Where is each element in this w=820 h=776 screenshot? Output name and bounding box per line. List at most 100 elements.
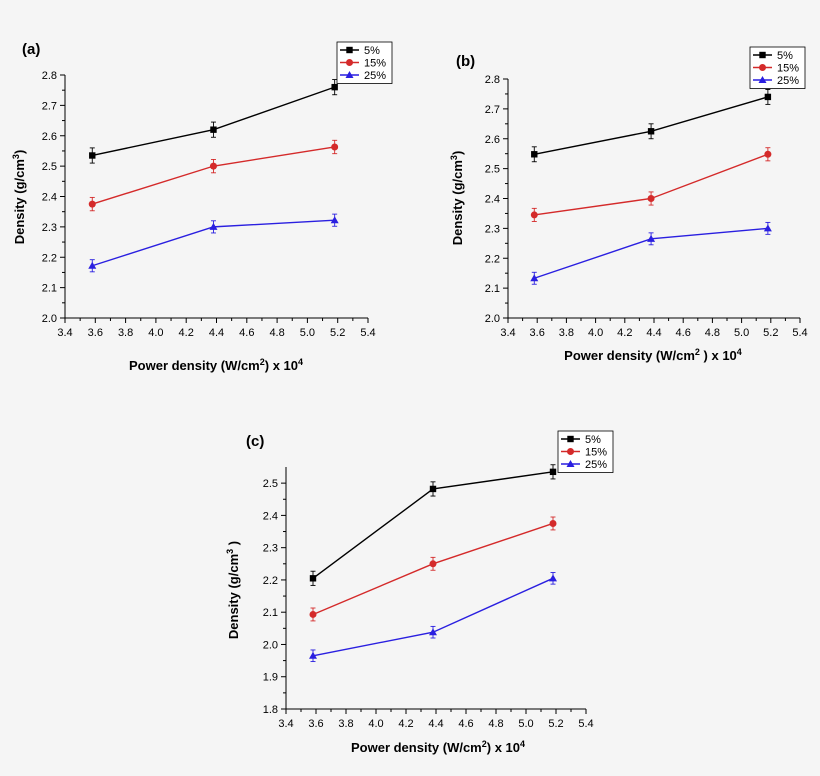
panel-b-series-5pct-point — [531, 151, 538, 158]
panel-a-series-15pct-point — [88, 200, 96, 208]
panel-a: (a) 3.4 3.6 3.8 4.0 4.2 4.4 4.6 4.8 5.0 5.2 5.4 2.0… — [11, 41, 393, 373]
panel-a-x-tick-label: 4.4 — [209, 327, 224, 339]
panel-a-x-tick-label: 3.4 — [57, 327, 72, 339]
panel-c-x-tick-label: 5.2 — [548, 718, 563, 730]
panel-c-series-15pct-point — [429, 560, 437, 568]
panel-a-legend-swatch-marker — [346, 59, 353, 66]
panel-a-y-tick-label: 2.5 — [42, 161, 57, 173]
panel-a-x-tick-label: 5.2 — [330, 327, 345, 339]
panel-b-series-15pct-point — [647, 195, 655, 202]
panel-a-x-tick-label: 4.8 — [269, 327, 284, 339]
panel-b-series-5pct-point — [647, 128, 655, 135]
panel-b-series-25pct-point — [647, 234, 656, 242]
panel-b-label: (b) — [456, 53, 475, 70]
panel-a-y-tick-label: 2.8 — [42, 70, 57, 82]
panel-c-y-tick-label: 2.2 — [263, 575, 278, 587]
panel-b-y-tick-label: 2.0 — [485, 313, 500, 325]
panel-a-x-tick-label: 3.6 — [88, 327, 103, 339]
panel-a-series-25pct-point — [209, 222, 218, 230]
panel-c-y-tick-label: 2.3 — [263, 543, 278, 555]
panel-b-legend-swatch-marker — [759, 51, 766, 59]
panel-b-x-tick-label: 4.6 — [676, 327, 691, 339]
panel-b-legend-label: 5% — [777, 50, 793, 62]
panel-a-y-tick-label: 2.7 — [42, 100, 57, 112]
panel-c-x-tick-label: 4.0 — [368, 718, 383, 730]
panel-b-x-axis-title: Power density (W/cm2 ) x 104 — [564, 347, 742, 363]
panel-c-y-tick-label: 2.0 — [263, 639, 278, 651]
panel-c-legend-label: 5% — [585, 434, 601, 446]
panel-a-y-tick-label: 2.4 — [42, 192, 57, 204]
panel-b-legend-label: 15% — [777, 63, 799, 75]
panel-c-series-5pct-point — [429, 485, 437, 493]
panel-b-y-axis-title: Density (g/cm3) — [449, 151, 465, 246]
panel-a-series-5pct-point — [331, 83, 338, 91]
panel-a-x-tick-label: 5.0 — [300, 327, 315, 339]
panel-c-y-tick-label: 1.9 — [263, 672, 278, 684]
panel-a-series-15pct-point — [331, 143, 339, 151]
panel-a-legend-swatch-marker — [346, 46, 353, 54]
panel-b-y-tick-label: 2.7 — [485, 104, 500, 116]
panel-a-series-25pct-point — [88, 261, 97, 269]
panel-b-y-tick-label: 2.4 — [485, 194, 500, 206]
panel-a-legend-label: 5% — [364, 45, 380, 57]
panel-b-x-tick-label: 4.2 — [617, 327, 632, 339]
panel-c-plot: 3.4 3.6 3.8 4.0 4.2 4.4 4.6 4.8 5.0 5.2 5.4 1.8 1.9 2… — [263, 464, 594, 730]
panel-c-y-tick-label: 2.5 — [263, 478, 278, 490]
panel-b-x-tick-label: 3.8 — [559, 327, 574, 339]
panel-b-legend-swatch-marker — [758, 76, 767, 83]
panel-c-legend: 5%15%25% — [557, 430, 614, 473]
panel-a-y-tick-label: 2.0 — [42, 313, 57, 325]
panel-b-x-tick-label: 4.0 — [588, 327, 603, 339]
panel-c-legend-swatch-marker — [566, 460, 575, 467]
panel-c-legend-label: 25% — [585, 459, 607, 471]
panel-c-x-tick-label: 5.4 — [578, 718, 593, 730]
panel-b-series-25pct-point — [763, 224, 772, 232]
panel-a-x-tick-label: 4.2 — [179, 327, 194, 339]
panel-c-legend-swatch-marker — [567, 448, 574, 455]
panel-a-legend: 5%15%25% — [336, 41, 393, 84]
panel-c-x-tick-label: 3.6 — [308, 718, 323, 730]
panel-b-y-tick-label: 2.6 — [485, 134, 500, 146]
panel-a-label: (a) — [22, 41, 40, 58]
panel-c-x-tick-label: 5.0 — [518, 718, 533, 730]
panel-b-series-5pct-point — [764, 93, 772, 101]
panel-a-series-5pct-point — [210, 126, 217, 133]
panel-c-x-axis-title: Power density (W/cm2) x 104 — [351, 739, 525, 755]
panel-b-x-tick-label: 4.4 — [646, 327, 661, 339]
panel-b-x-tick-label: 5.0 — [734, 327, 749, 339]
panel-b-plot: 3.4 3.6 3.8 4.0 4.2 4.4 4.6 4.8 5.0 5.2 5.4 2.0 2.1 2… — [485, 74, 808, 339]
panel-a-legend-label: 15% — [364, 58, 386, 70]
panel-c-series-15pct-point — [549, 519, 557, 527]
panel-b-x-tick-label: 3.4 — [500, 327, 515, 339]
panel-c-x-tick-label: 4.4 — [428, 718, 443, 730]
panel-a-y-tick-label: 2.6 — [42, 131, 57, 143]
panel-c-legend-swatch-marker — [567, 435, 574, 443]
panel-b-x-tick-label: 3.6 — [530, 327, 545, 339]
panel-a-legend-label: 25% — [364, 70, 386, 82]
panel-b-y-tick-label: 2.5 — [485, 164, 500, 176]
panel-c-y-tick-label: 2.4 — [263, 510, 278, 522]
panel-a-y-tick-label: 2.1 — [42, 283, 57, 295]
panel-c-label: (c) — [246, 433, 264, 450]
panel-c-series-25pct-point — [549, 574, 557, 582]
panel-b-y-tick-label: 2.1 — [485, 283, 500, 295]
panel-b-x-tick-label: 5.4 — [792, 327, 807, 339]
panel-c-x-tick-label: 4.2 — [398, 718, 413, 730]
panel-b-legend-swatch-marker — [759, 64, 766, 71]
panel-a-plot: 3.4 3.6 3.8 4.0 4.2 4.4 4.6 4.8 5.0 5.2 5.4 2.0 2.1 2… — [42, 70, 376, 339]
panel-b-y-tick-label: 2.3 — [485, 223, 500, 235]
panel-a-series-25pct-point — [330, 216, 339, 224]
panel-b-series-15pct-point — [530, 211, 538, 219]
panel-b: (b) 3.4 3.6 3.8 4.0 4.2 4.4 4.6 4.8 5.0 5.2 5.4 2.0… — [449, 46, 808, 363]
panel-a-y-tick-label: 2.2 — [42, 252, 57, 264]
panel-c-series-25pct-point — [309, 651, 317, 659]
panel-c-x-tick-label: 4.6 — [458, 718, 473, 730]
panel-b-legend: 5%15%25% — [749, 46, 806, 89]
panel-c-y-tick-label: 1.8 — [263, 704, 278, 716]
panel-c-series-15pct-point — [309, 610, 317, 618]
panel-b-x-tick-label: 5.2 — [763, 327, 778, 339]
panel-a-x-tick-label: 5.4 — [360, 327, 375, 339]
panel-a-legend-swatch-marker — [345, 71, 354, 78]
panel-c-x-tick-label: 3.4 — [278, 718, 293, 730]
